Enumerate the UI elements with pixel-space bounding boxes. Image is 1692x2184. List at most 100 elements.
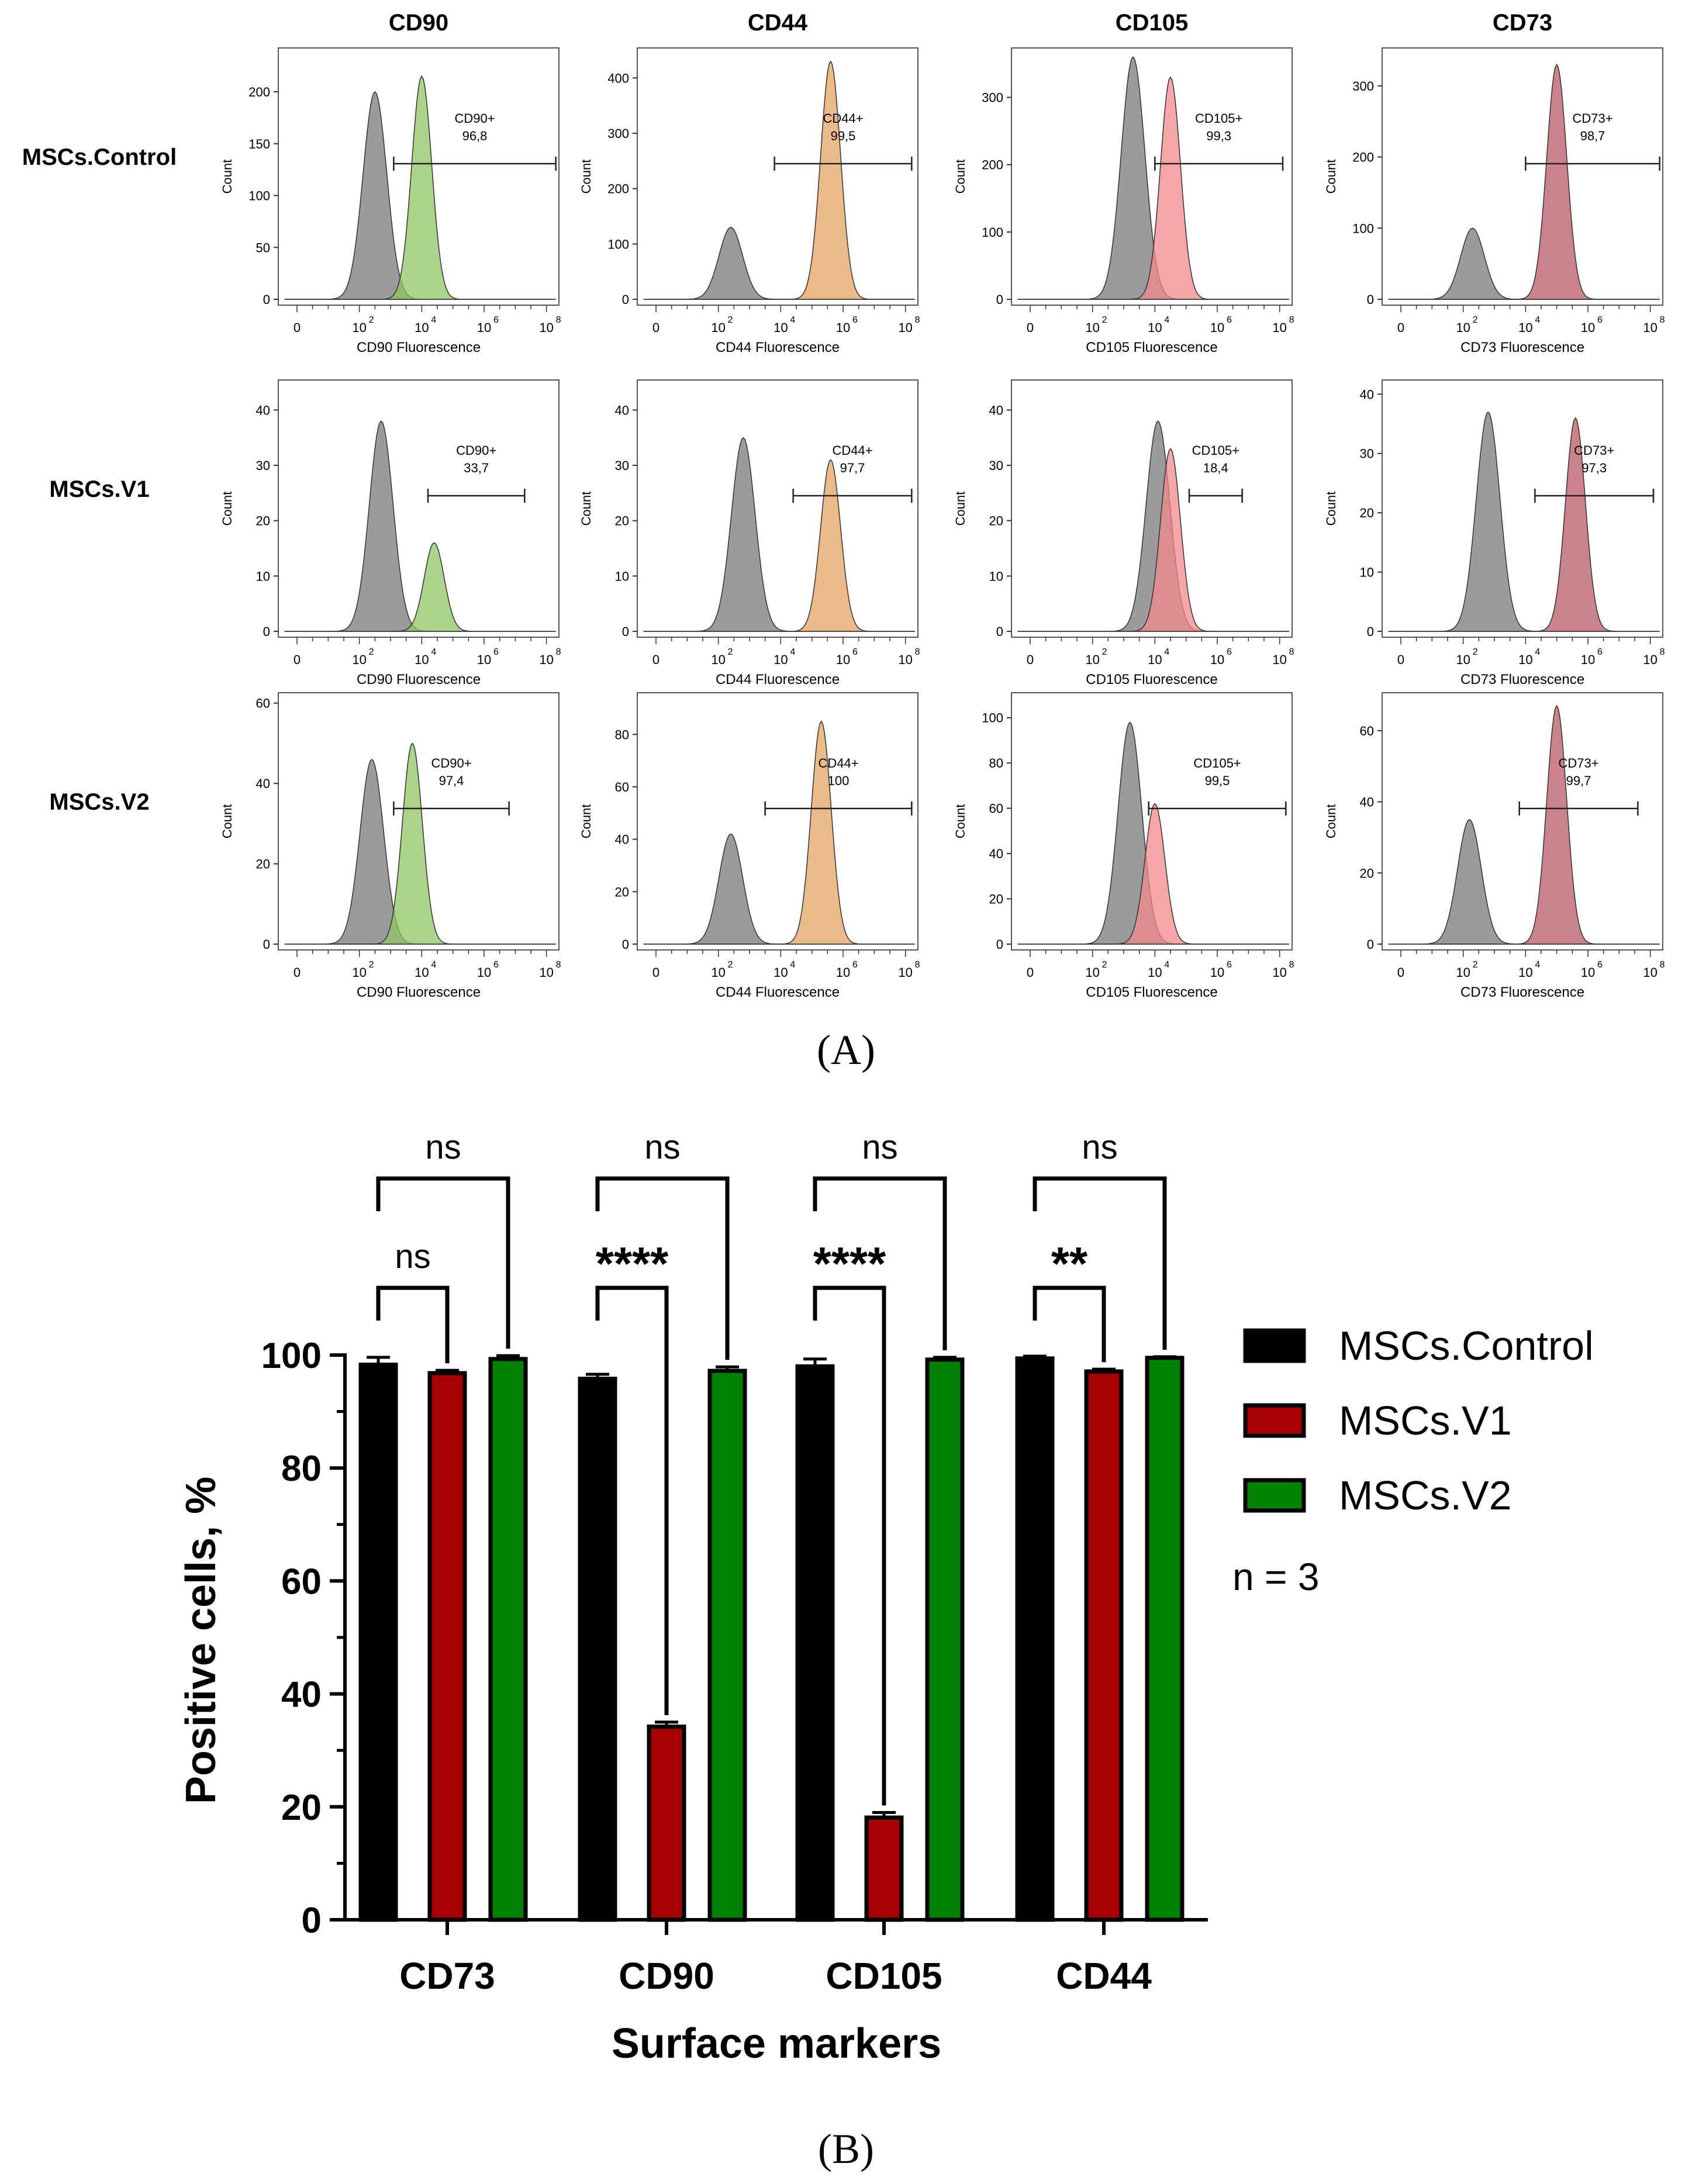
- y-tick-label: 20: [989, 892, 1003, 907]
- x-tick-label: 10: [1272, 320, 1286, 335]
- y-tick-label: 20: [1360, 866, 1374, 880]
- y-tick-label: 40: [281, 1675, 322, 1715]
- y-tick-label: 30: [1360, 447, 1374, 461]
- bar: [1015, 1356, 1055, 1922]
- bar: [358, 1362, 398, 1922]
- x-tick-exponent: 6: [852, 647, 858, 657]
- y-axis-label: Count: [579, 160, 593, 194]
- x-tick-label: 10: [352, 652, 366, 667]
- gate-label: CD73+: [1574, 443, 1614, 458]
- plot-frame: [1382, 47, 1663, 306]
- plot-frame: [637, 379, 918, 638]
- gate-value: 18,4: [1203, 461, 1228, 475]
- x-tick-label: 10: [1581, 320, 1595, 335]
- significance-label: ns: [1082, 1128, 1117, 1166]
- y-tick-label: 200: [607, 182, 629, 196]
- x-tick-label: 0: [1027, 965, 1034, 980]
- y-tick-label: 20: [256, 514, 270, 528]
- gate-label: CD90+: [431, 756, 471, 770]
- x-tick-label: 10: [1210, 965, 1224, 980]
- x-axis-label: CD90 Fluorescence: [357, 984, 481, 1000]
- significance-label: ns: [862, 1128, 897, 1166]
- x-axis-label: CD105 Fluorescence: [1086, 672, 1217, 687]
- bar: [925, 1357, 965, 1922]
- gate-value: 99,7: [1566, 773, 1591, 788]
- y-tick-label: 0: [1367, 624, 1374, 639]
- x-tick-label: 10: [774, 965, 788, 980]
- y-tick-label: 40: [989, 403, 1003, 417]
- x-tick-label: 0: [652, 320, 659, 335]
- significance-label: **: [1051, 1238, 1088, 1290]
- y-tick-label: 40: [989, 846, 1003, 861]
- x-axis-label: CD44 Fluorescence: [716, 672, 840, 687]
- x-tick-exponent: 8: [915, 647, 920, 657]
- significance-bracket: [1033, 1285, 1106, 1363]
- x-tick-label: 10: [1518, 652, 1532, 667]
- panel-a-histograms: CD90 CD44 CD105 CD73 MSCs.Control MSCs.V1 MSCs…: [22, 10, 1665, 1000]
- y-tick-label: 20: [615, 884, 629, 899]
- y-tick-label: 30: [989, 458, 1003, 473]
- x-tick-exponent: 4: [1535, 960, 1540, 970]
- y-axis-label: Count: [220, 492, 234, 526]
- significance-bracket: [813, 1176, 947, 1350]
- marker-histogram: [1017, 76, 1289, 300]
- bar: [1084, 1369, 1124, 1922]
- significance-label: ****: [596, 1238, 669, 1290]
- bar: [1145, 1356, 1185, 1922]
- y-axis-label: Count: [1324, 804, 1338, 839]
- x-axis-label: CD105 Fluorescence: [1086, 340, 1217, 355]
- x-tick-label: 0: [293, 965, 301, 980]
- x-tick-exponent: 6: [852, 315, 858, 325]
- x-tick-label: 10: [1272, 652, 1286, 667]
- x-axis-label: CD90 Fluorescence: [357, 672, 481, 687]
- y-tick-label: 40: [256, 403, 270, 417]
- x-tick-label: 10: [477, 320, 491, 335]
- column-title: CD44: [748, 10, 808, 36]
- y-tick-label: 200: [248, 85, 270, 99]
- y-tick-label: 40: [1360, 795, 1374, 810]
- row-label: MSCs.V2: [49, 789, 149, 815]
- x-tick-exponent: 6: [852, 960, 858, 970]
- x-tick-exponent: 8: [556, 647, 561, 657]
- x-axis-label: CD73 Fluorescence: [1460, 340, 1584, 355]
- y-tick-label: 0: [996, 292, 1003, 307]
- x-tick-label: 10: [1581, 652, 1595, 667]
- x-tick-exponent: 2: [369, 960, 374, 970]
- x-tick-exponent: 2: [1473, 647, 1478, 657]
- x-tick-exponent: 8: [1289, 315, 1294, 325]
- x-tick-exponent: 8: [1289, 960, 1294, 970]
- y-tick-label: 80: [615, 727, 629, 742]
- x-axis-label: CD90 Fluorescence: [357, 340, 481, 355]
- y-tick-label: 300: [1352, 79, 1374, 94]
- x-tick-exponent: 8: [915, 315, 920, 325]
- x-axis-label: CD73 Fluorescence: [1460, 984, 1584, 1000]
- x-tick-exponent: 8: [915, 960, 920, 970]
- y-tick-label: 0: [263, 292, 270, 307]
- x-tick-label: 10: [477, 652, 491, 667]
- y-axis-label: Count: [953, 492, 968, 526]
- x-axis-label: CD44 Fluorescence: [716, 984, 840, 1000]
- x-tick-exponent: 2: [369, 647, 374, 657]
- marker-histogram: [1017, 448, 1289, 632]
- marker-histogram: [1388, 704, 1660, 945]
- x-tick-label: 10: [1085, 965, 1099, 980]
- x-tick-label: 0: [293, 320, 301, 335]
- panel-b-label: (B): [818, 2126, 874, 2172]
- x-tick-label: CD90: [619, 1955, 714, 1997]
- gate-label: CD44+: [832, 443, 872, 458]
- x-tick-exponent: 2: [1473, 315, 1478, 325]
- column-title: CD105: [1116, 10, 1189, 36]
- gate-label: CD73+: [1572, 111, 1612, 126]
- legend-swatch: [1243, 1403, 1306, 1438]
- x-tick-label: 10: [539, 652, 553, 667]
- x-axis-label: CD105 Fluorescence: [1086, 984, 1217, 1000]
- x-tick-exponent: 8: [1660, 315, 1665, 325]
- y-tick-label: 0: [263, 937, 270, 952]
- gate-value: 99,3: [1206, 129, 1231, 143]
- y-tick-label: 50: [256, 240, 270, 255]
- y-tick-label: 60: [256, 696, 270, 711]
